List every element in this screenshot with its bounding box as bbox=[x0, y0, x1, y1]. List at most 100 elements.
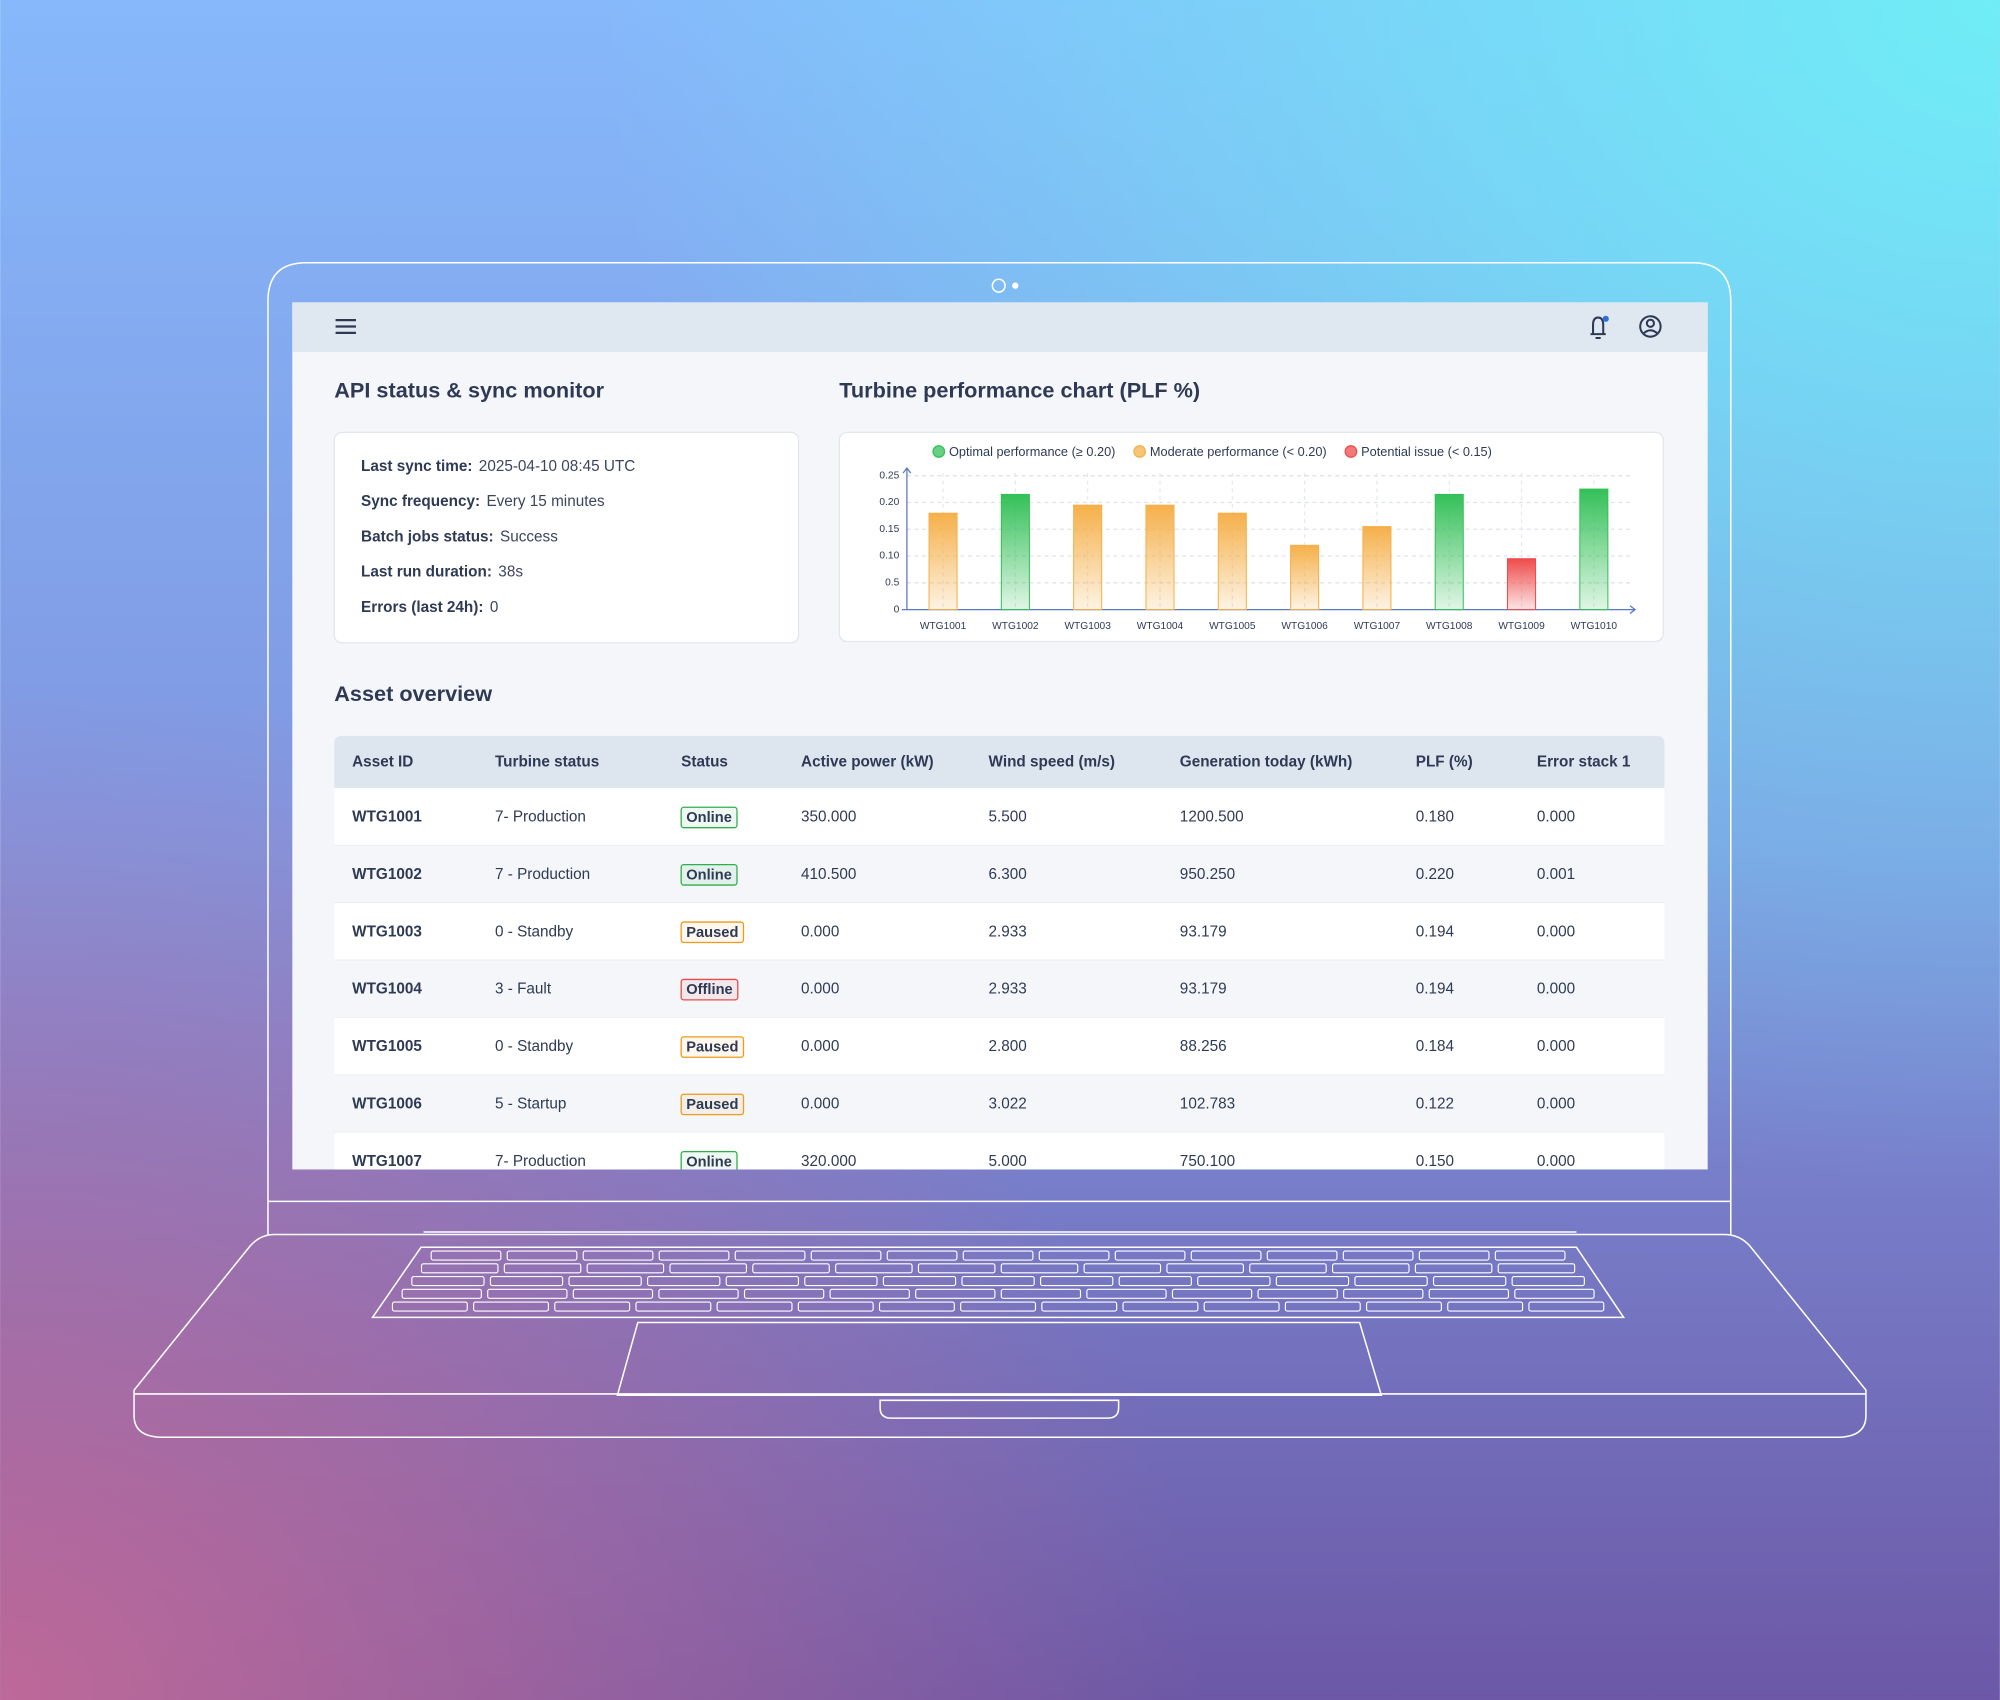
asset-link[interactable]: WTG1007 bbox=[352, 1153, 422, 1170]
key bbox=[1366, 1301, 1442, 1312]
status-badge bbox=[680, 806, 738, 829]
key bbox=[961, 1276, 1035, 1287]
key bbox=[1342, 1250, 1414, 1261]
table-cell: 2.800 bbox=[989, 1038, 1027, 1055]
status-label: Sync frequency: bbox=[361, 493, 480, 510]
key bbox=[1039, 1276, 1114, 1287]
status-label: Online bbox=[686, 810, 732, 826]
table-cell: 7- Production bbox=[495, 1153, 586, 1170]
table-cell: 0.001 bbox=[1537, 866, 1575, 883]
x-tick-label: WTG1003 bbox=[1064, 621, 1111, 632]
asset-link[interactable]: WTG1003 bbox=[352, 923, 422, 940]
key bbox=[725, 1276, 799, 1287]
legend-label: Potential issue (< 0.15) bbox=[1361, 444, 1492, 459]
menu-button[interactable] bbox=[335, 318, 356, 335]
status-badge bbox=[680, 921, 745, 944]
key bbox=[960, 1301, 1037, 1312]
asset-link[interactable]: WTG1004 bbox=[352, 981, 422, 998]
notch bbox=[879, 1399, 1120, 1419]
bar bbox=[1000, 493, 1030, 611]
table-cell: 0.000 bbox=[1537, 1153, 1575, 1170]
key bbox=[658, 1288, 739, 1299]
key bbox=[647, 1276, 721, 1287]
key bbox=[1511, 1276, 1585, 1287]
key bbox=[568, 1276, 642, 1287]
screen: API status & sync monitor Last sync time… bbox=[292, 302, 1708, 1170]
y-axis bbox=[902, 466, 912, 610]
asset-link[interactable]: WTG1001 bbox=[352, 809, 422, 826]
key bbox=[1497, 1263, 1576, 1274]
key bbox=[503, 1263, 582, 1274]
key bbox=[1514, 1288, 1595, 1299]
table-cell: 750.100 bbox=[1180, 1153, 1235, 1170]
asset-link[interactable]: WTG1005 bbox=[352, 1038, 422, 1055]
x-tick-label: WTG1010 bbox=[1571, 621, 1618, 632]
bar bbox=[1362, 526, 1392, 611]
y-tick-label: 0.5 bbox=[885, 578, 899, 589]
table-cell: 0.000 bbox=[1537, 923, 1575, 940]
key bbox=[1114, 1250, 1186, 1261]
table-cell: 0.194 bbox=[1416, 923, 1455, 940]
legend-marker bbox=[1133, 445, 1147, 458]
table-cell: 7 - Production bbox=[495, 866, 590, 883]
column-header: Error stack 1 bbox=[1537, 754, 1631, 771]
section-title: API status & sync monitor bbox=[334, 377, 604, 402]
table-cell: 410.500 bbox=[801, 866, 856, 883]
table-cell: 0.000 bbox=[801, 981, 839, 998]
key bbox=[669, 1263, 748, 1274]
bar bbox=[1507, 558, 1537, 611]
table-cell: 0.000 bbox=[1537, 1095, 1575, 1112]
table-cell: 320.000 bbox=[801, 1153, 856, 1170]
key bbox=[489, 1276, 564, 1287]
table-row bbox=[334, 1132, 1665, 1170]
bar bbox=[928, 512, 958, 611]
key bbox=[1190, 1250, 1262, 1261]
table-cell: 0.000 bbox=[801, 1038, 839, 1055]
status-value: Success bbox=[500, 528, 558, 545]
laptop bbox=[133, 261, 1867, 1439]
x-tick-label: WTG1001 bbox=[920, 621, 967, 632]
profile-button[interactable] bbox=[1639, 315, 1662, 338]
status-badge bbox=[680, 978, 739, 1001]
status-item: Errors (last 24h): 0 bbox=[361, 599, 498, 616]
table-cell: 3.022 bbox=[989, 1095, 1027, 1112]
legend-marker bbox=[932, 445, 946, 458]
y-tick-label: 0.20 bbox=[879, 497, 899, 508]
key bbox=[411, 1276, 485, 1287]
key bbox=[1418, 1250, 1490, 1261]
key bbox=[1171, 1288, 1253, 1299]
table-cell: 0.000 bbox=[1537, 981, 1575, 998]
column-header: Generation today (kWh) bbox=[1180, 754, 1353, 771]
status-badge bbox=[680, 1036, 745, 1058]
status-label: Last run duration: bbox=[361, 564, 492, 581]
base bbox=[133, 1233, 1867, 1439]
key bbox=[1414, 1263, 1493, 1274]
status-label: Last sync time: bbox=[361, 458, 472, 475]
table-cell: 0.000 bbox=[1537, 1038, 1575, 1055]
section-title: Turbine performance chart (PLF %) bbox=[839, 377, 1200, 402]
asset-link[interactable]: WTG1006 bbox=[352, 1095, 422, 1112]
table-row bbox=[334, 788, 1665, 846]
table-cell: 6.300 bbox=[989, 866, 1027, 883]
table-cell: 0 - Standby bbox=[495, 1038, 574, 1055]
key bbox=[1528, 1301, 1605, 1312]
key bbox=[829, 1288, 910, 1299]
status-label: Errors (last 24h): bbox=[361, 599, 483, 616]
column-header: Active power (kW) bbox=[801, 754, 934, 771]
key bbox=[835, 1263, 913, 1274]
asset-link[interactable]: WTG1002 bbox=[352, 866, 422, 883]
key bbox=[582, 1250, 654, 1261]
status-label: Paused bbox=[686, 1040, 738, 1056]
key bbox=[752, 1263, 830, 1274]
key bbox=[430, 1250, 502, 1261]
key bbox=[1284, 1301, 1361, 1312]
status-label: Paused bbox=[686, 1097, 738, 1113]
table-cell: 0 - Standby bbox=[495, 923, 574, 940]
notifications-button[interactable] bbox=[1590, 315, 1609, 339]
key bbox=[886, 1250, 958, 1261]
table-row bbox=[334, 1075, 1665, 1133]
status-card bbox=[333, 431, 800, 644]
x-tick-label: WTG1007 bbox=[1354, 621, 1401, 632]
